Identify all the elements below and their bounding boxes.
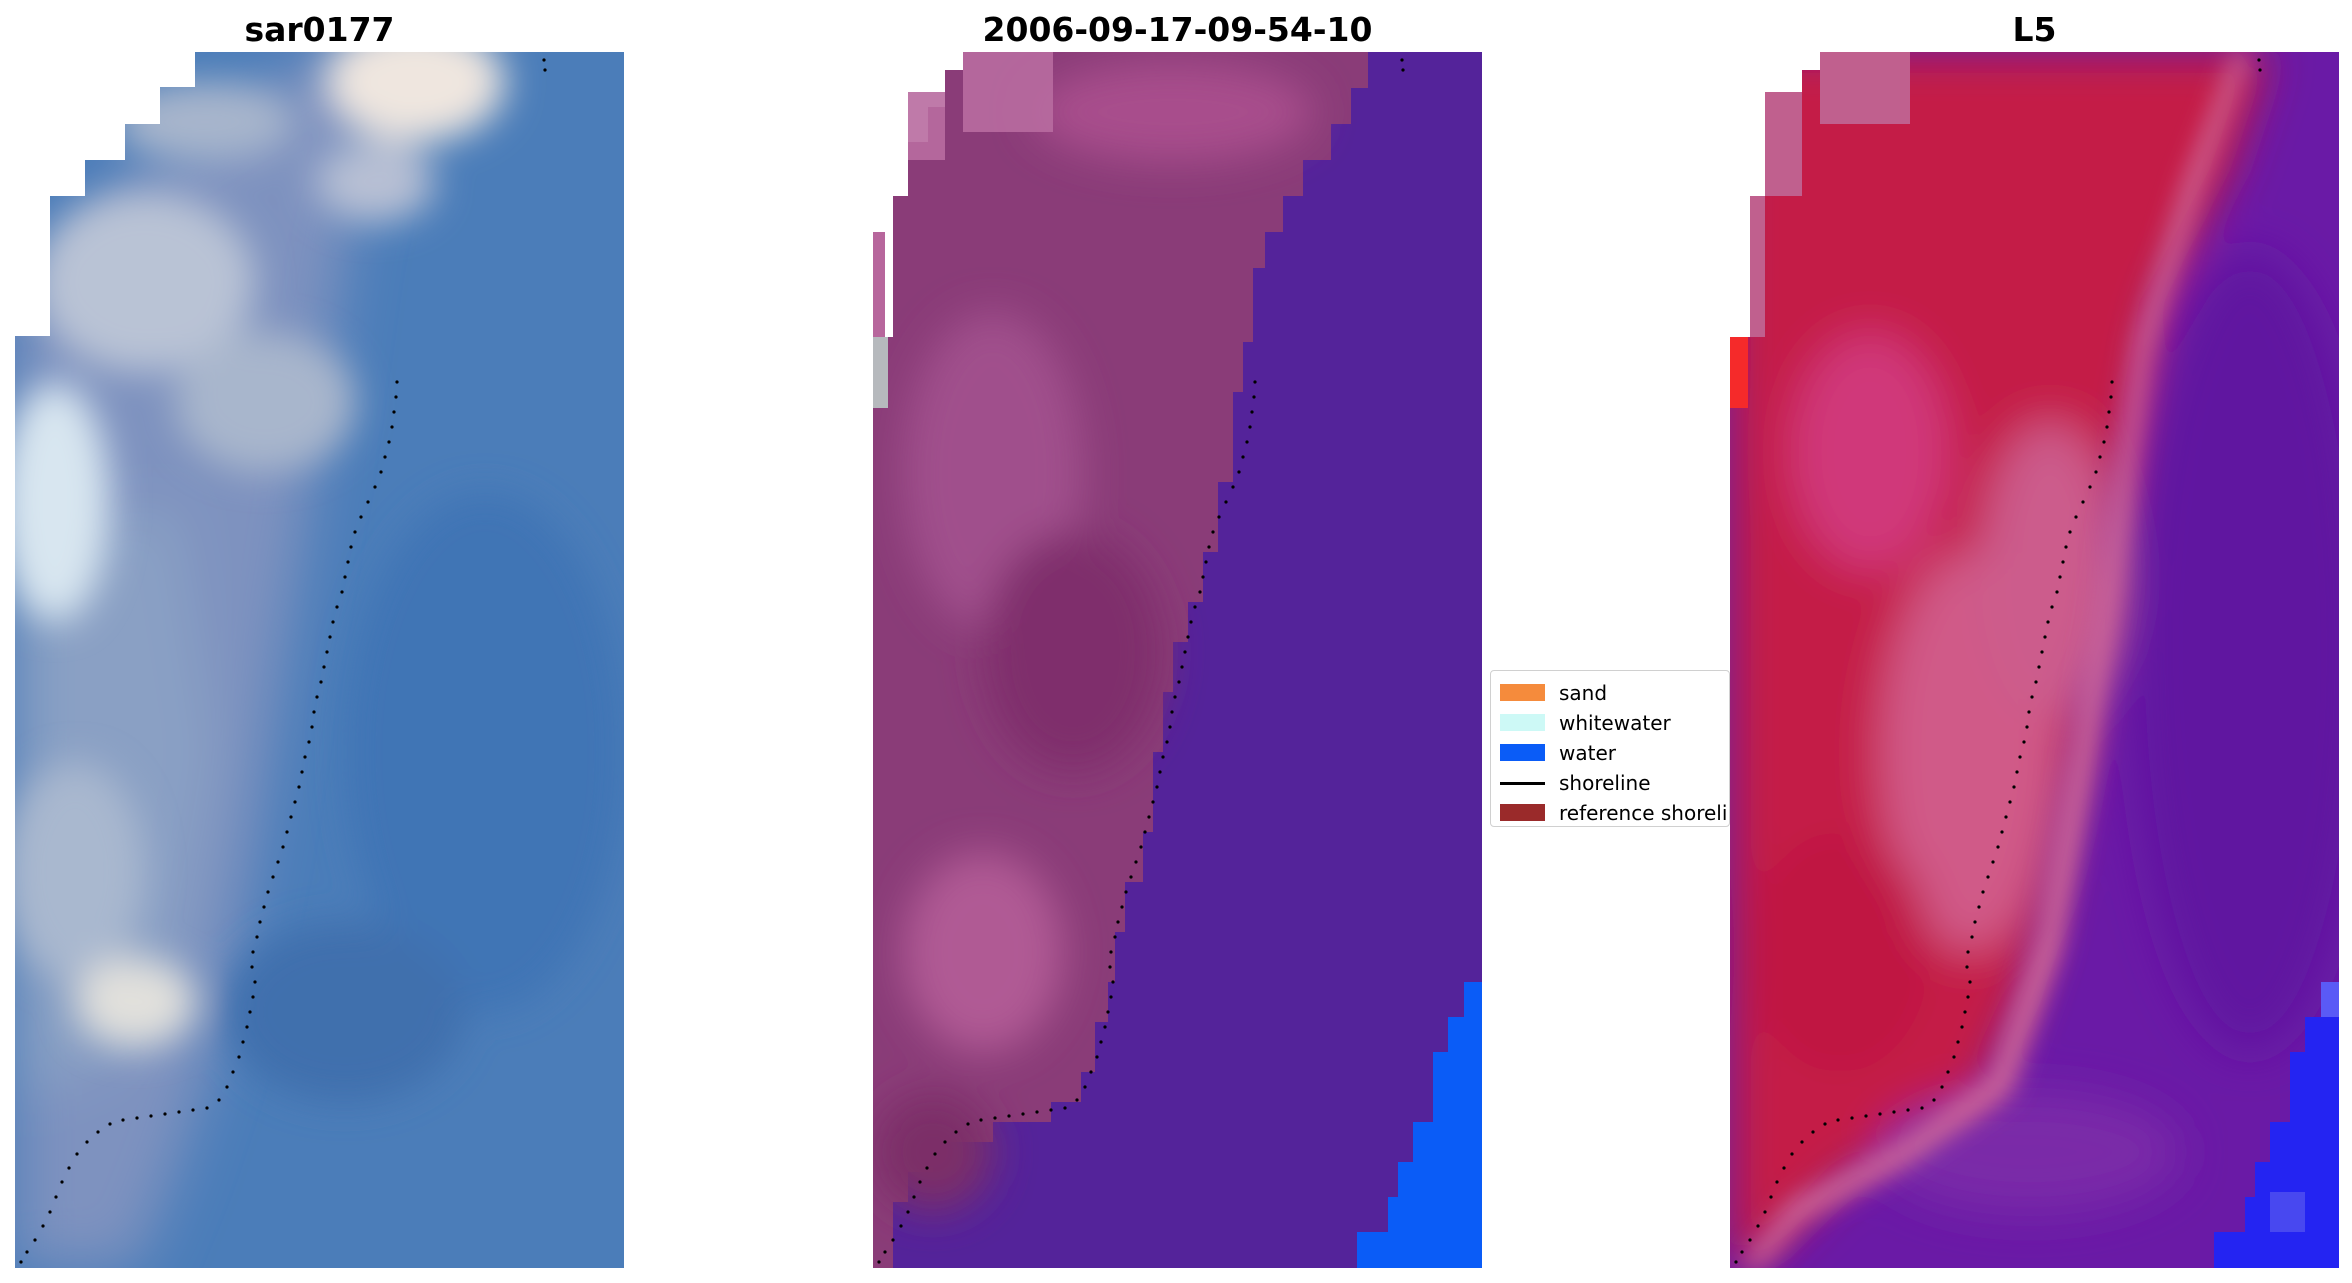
shoreline-dots <box>1734 58 2262 1264</box>
water-swatch <box>1500 744 1545 761</box>
sand-swatch <box>1500 684 1545 701</box>
legend-label-shoreline: shoreline <box>1559 771 1651 795</box>
shoreline-dots <box>877 58 1405 1264</box>
panel-title-rgb: sar0177 <box>244 10 395 49</box>
panel-title-classified: 2006-09-17-09-54-10 <box>982 10 1373 49</box>
legend-item-water: water <box>1491 737 1729 767</box>
legend: sand whitewater water shoreline referenc… <box>1490 670 1730 827</box>
legend-label-whitewater: whitewater <box>1559 711 1671 735</box>
legend-label-sand: sand <box>1559 681 1608 705</box>
legend-item-shoreline: shoreline <box>1491 767 1729 797</box>
shoreline-line-swatch <box>1500 782 1545 785</box>
panel-title-mndwi: L5 <box>2012 10 2057 49</box>
classified-image-panel <box>873 52 1482 1268</box>
legend-item-whitewater: whitewater <box>1491 707 1729 737</box>
whitewater-swatch <box>1500 714 1545 731</box>
rgb-image-panel <box>15 52 624 1268</box>
index-image <box>1730 52 2339 1268</box>
legend-item-reference-shoreline: reference shoreline <box>1491 797 1729 826</box>
index-image-panel <box>1730 52 2339 1268</box>
legend-label-water: water <box>1559 741 1616 765</box>
rgb-image <box>15 52 624 1268</box>
shoreline-dots <box>19 58 547 1264</box>
legend-label-reference-shoreline: reference shoreline <box>1559 801 1729 825</box>
reference-shoreline-swatch <box>1500 804 1545 821</box>
legend-item-sand: sand <box>1491 677 1729 707</box>
classified-image <box>873 52 1482 1268</box>
